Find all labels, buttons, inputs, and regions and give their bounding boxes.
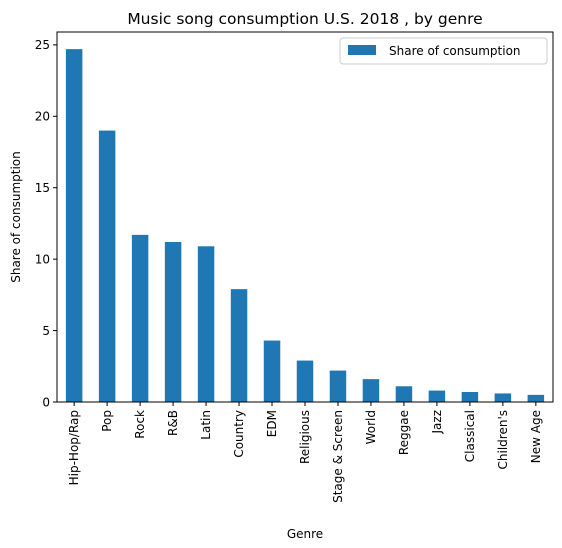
x-tick-label: World — [364, 410, 378, 444]
plot-frame — [57, 32, 553, 402]
bar — [264, 341, 280, 402]
bar — [462, 392, 478, 402]
y-axis-label: Share of consumption — [9, 151, 23, 283]
x-tick-label: R&B — [166, 410, 180, 436]
x-tick-label: Jazz — [430, 410, 444, 435]
x-tick-label: Country — [232, 410, 246, 458]
bar — [363, 379, 379, 402]
bar — [429, 391, 445, 402]
x-axis: Hip-Hop/Rap Pop Rock R&B Latin Country EDM Reli… — [67, 402, 543, 503]
x-tick-label: Latin — [199, 410, 213, 440]
x-tick-label: Reggae — [397, 410, 411, 455]
bar — [198, 246, 214, 402]
x-tick-label: EDM — [265, 410, 279, 437]
x-tick-label: Pop — [100, 410, 114, 432]
x-tick-label: Children's — [496, 410, 510, 469]
bars-group — [66, 49, 544, 402]
y-tick-label: 25 — [35, 38, 50, 52]
x-axis-label: Genre — [287, 527, 323, 541]
x-tick-label: Religious — [298, 410, 312, 464]
x-tick-label: Stage & Screen — [331, 410, 345, 503]
y-tick-label: 15 — [35, 181, 50, 195]
x-tick-label: New Age — [529, 410, 543, 463]
legend-label: Share of consumption — [389, 44, 521, 58]
bar — [66, 49, 82, 402]
bar — [528, 395, 544, 402]
x-tick-label: Hip-Hop/Rap — [67, 410, 81, 485]
chart-title: Music song consumption U.S. 2018 , by ge… — [127, 10, 482, 28]
bar — [99, 131, 115, 402]
y-tick-label: 5 — [42, 324, 50, 338]
bar — [495, 393, 511, 402]
y-tick-label: 0 — [42, 395, 50, 409]
y-tick-label: 10 — [35, 252, 50, 266]
bar — [297, 361, 313, 402]
y-tick-label: 20 — [35, 110, 50, 124]
bar — [165, 242, 181, 402]
x-tick-label: Classical — [463, 410, 477, 462]
legend-swatch — [348, 45, 376, 55]
bar — [132, 235, 148, 402]
bar — [330, 371, 346, 402]
x-tick-label: Rock — [133, 410, 147, 439]
legend: Share of consumption — [340, 38, 547, 64]
bar — [231, 289, 247, 402]
bar — [396, 386, 412, 402]
y-axis: 0 5 10 15 20 25 — [35, 38, 57, 409]
